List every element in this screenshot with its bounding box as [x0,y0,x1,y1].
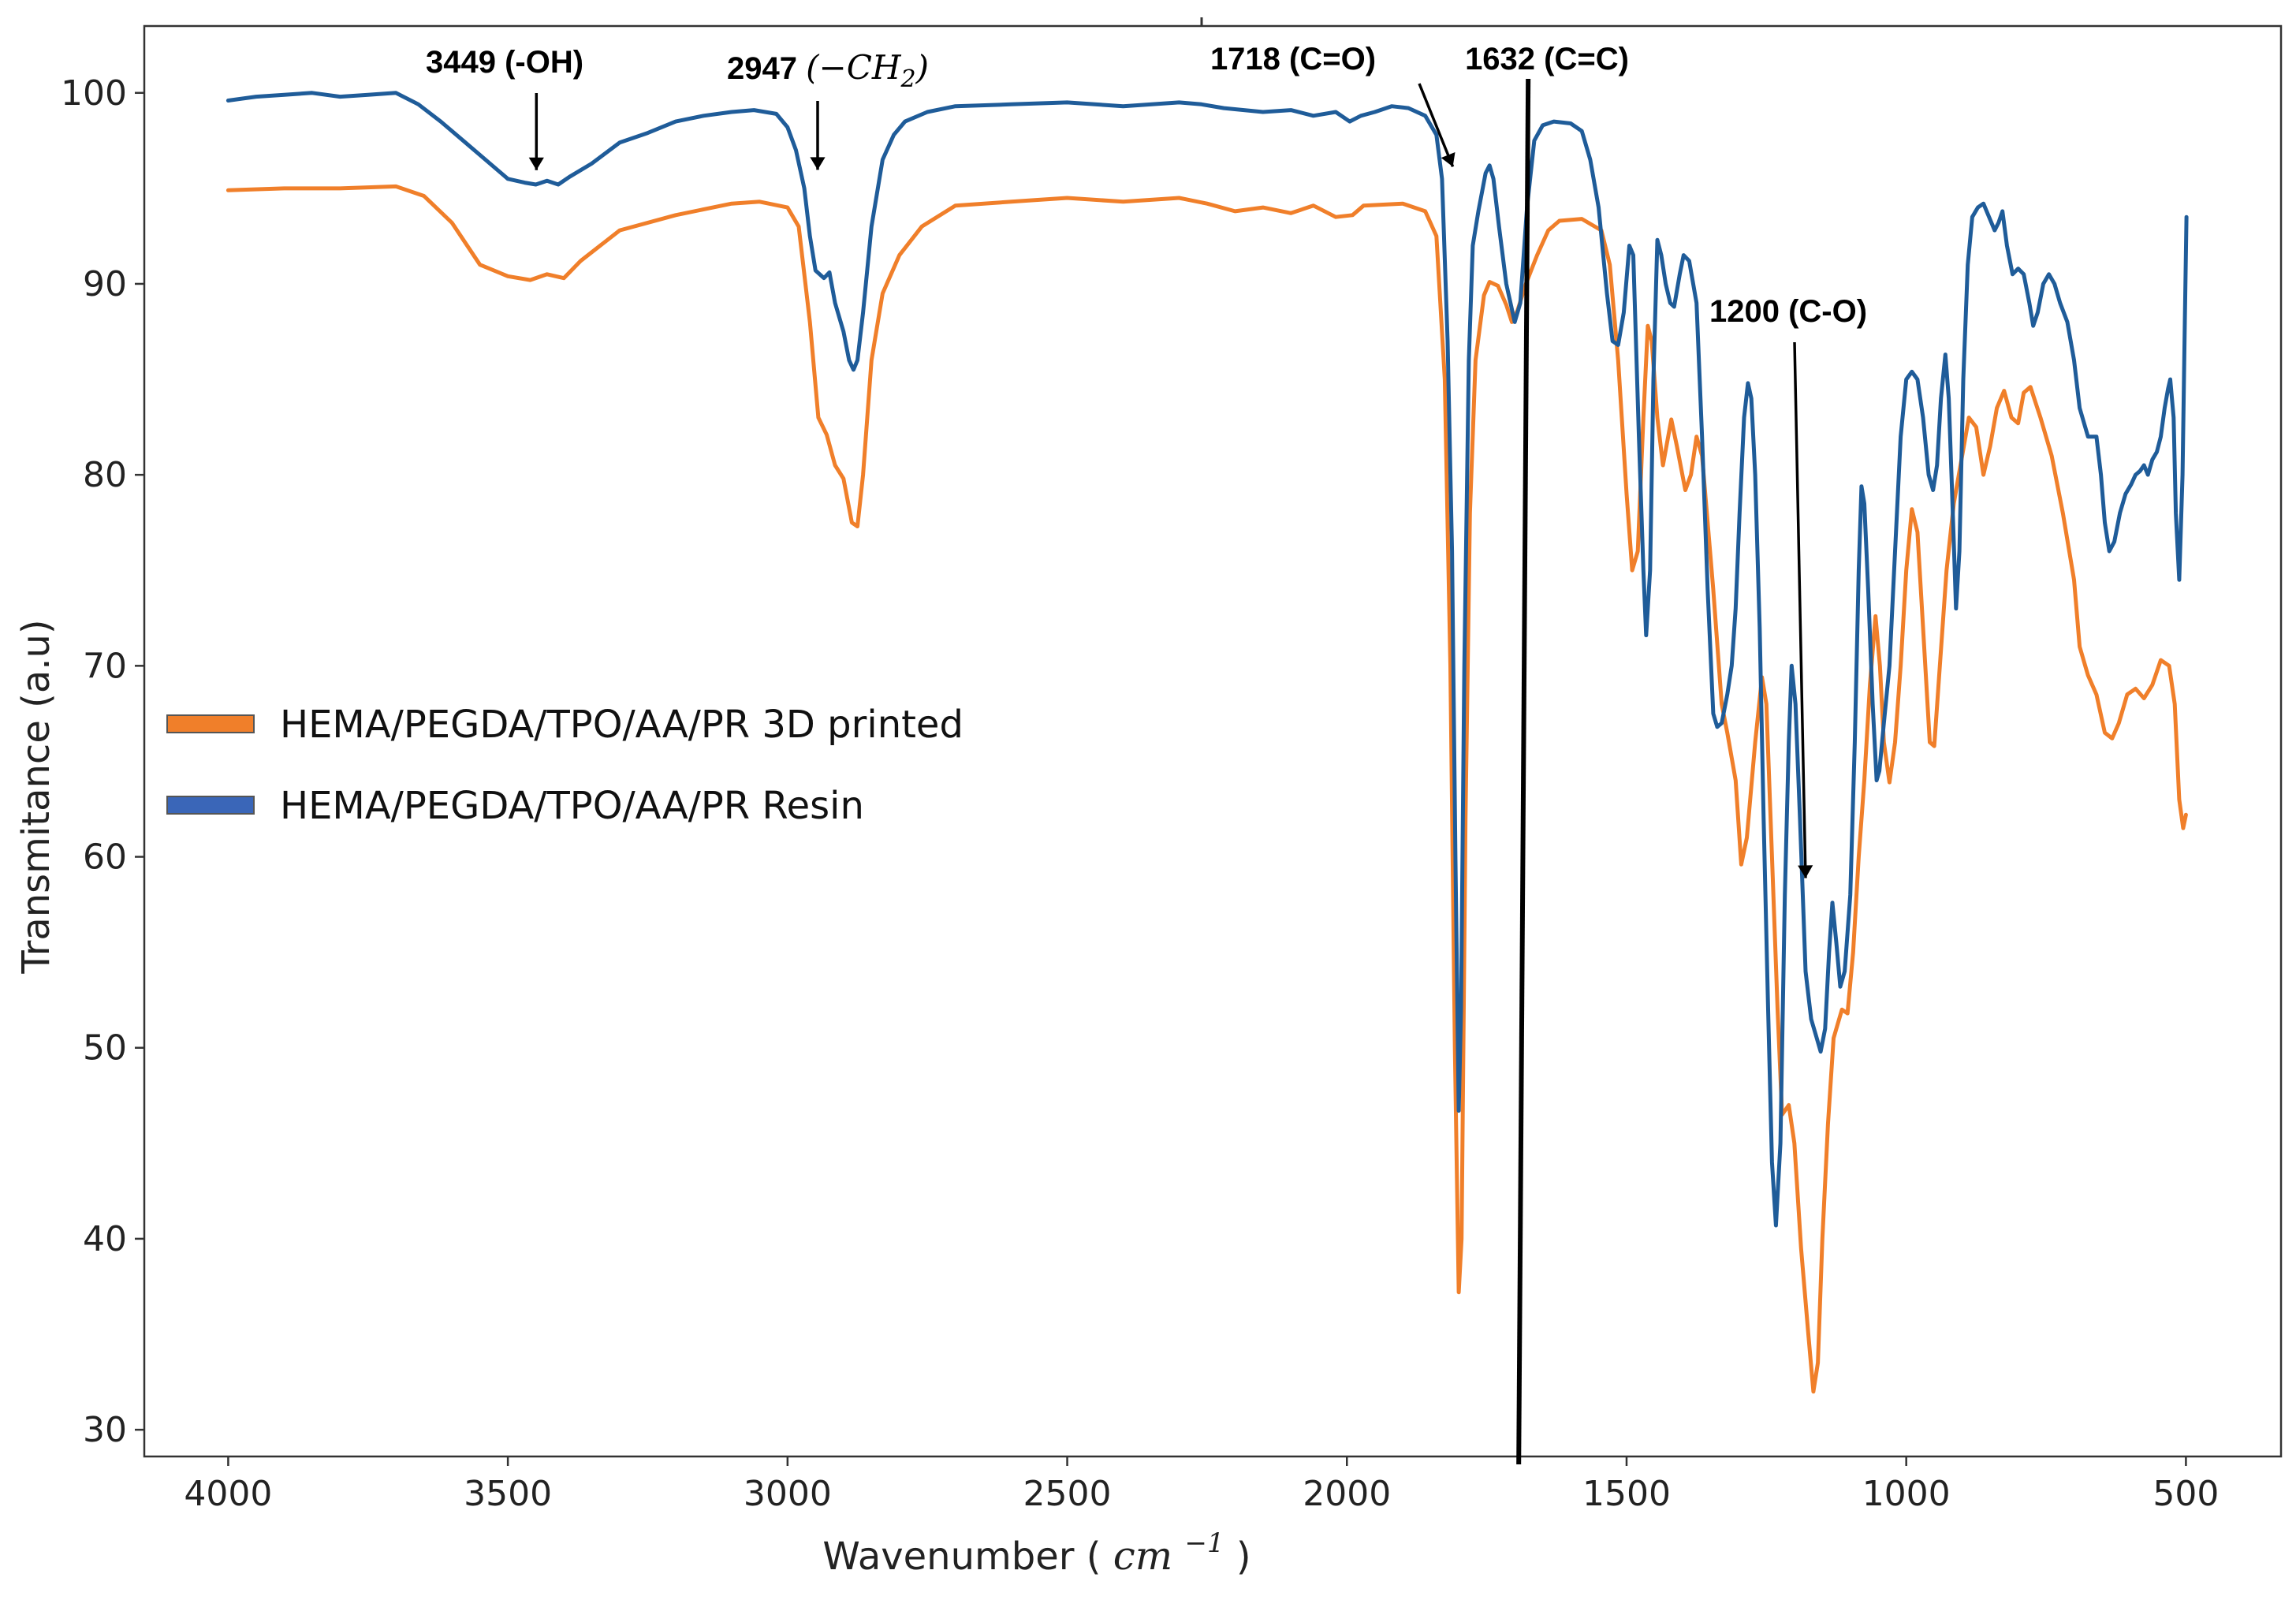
legend-label-printed: HEMA/PEGDA/TPO/AA/PR 3D printed [280,703,964,747]
svg-text:Wavenumber (: Wavenumber ( cm −1 ) [822,1517,1250,1579]
x-axis-title-group: Wavenumber ( cm −1 ) [822,1517,1250,1579]
y-tick-label: 90 [83,264,127,304]
y-tick-label: 100 [61,73,127,114]
y-tick-label: 80 [83,455,127,495]
annotation-ch2: 2947 (−CH2) [727,48,929,93]
y-tick-label: 70 [83,646,127,686]
annotation-ch2-formula: (−CH [806,48,902,87]
x-tick-label: 1000 [1862,1474,1951,1514]
y-axis-ticks: 30 40 50 60 70 80 90 100 [61,73,144,1450]
annotation-co-single-arrow-head [1798,865,1813,878]
x-tick-label: 1500 [1582,1474,1671,1514]
y-tick-label: 50 [83,1028,127,1069]
x-axis-unit-exponent: −1 [1184,1527,1224,1559]
annotation-co-single-arrow [1793,341,1807,878]
annotation-oh-arrow-head [528,157,544,170]
legend-swatch-printed [166,714,255,733]
y-tick-label: 40 [83,1219,127,1259]
annotation-ch2-number: 2947 [727,51,806,86]
annotation-cc: 1632 (C=C) [1465,42,1629,76]
legend: HEMA/PEGDA/TPO/AA/PR 3D printed HEMA/PEG… [166,703,964,828]
y-axis-title: Transmitance (a.u) [14,619,58,974]
legend-swatch-resin [166,796,255,815]
x-tick-label: 4000 [184,1474,272,1514]
x-axis-title: Wavenumber [822,1535,1074,1579]
x-axis-ticks: 4000 3500 3000 2500 2000 1500 1000 500 [184,1456,2219,1514]
annotation-co-double: 1718 (C=O) [1210,42,1376,76]
x-axis-unit-open: ( [1086,1535,1101,1579]
x-tick-label: 500 [2152,1474,2219,1514]
x-tick-label: 2000 [1303,1474,1391,1514]
plot-frame [143,24,2283,1458]
annotation-ch2-subscript: 2 [900,65,915,93]
series-line-3d-printed [226,184,2188,1394]
legend-label-resin: HEMA/PEGDA/TPO/AA/PR Resin [280,784,864,828]
cc-reference-line [1516,78,1531,1465]
y-tick-label: 30 [83,1410,127,1450]
reference-line-layer [1516,78,1531,1465]
x-tick-label: 3000 [744,1474,832,1514]
series-layer [226,91,2189,1394]
annotation-co-single: 1200 (C-O) [1709,294,1867,329]
annotation-oh: 3449 (-OH) [426,45,583,80]
annotation-co-double-arrow [1418,83,1455,168]
x-tick-label: 3500 [464,1474,552,1514]
series-line-resin [226,91,2189,1228]
x-axis-unit-close: ) [1236,1535,1251,1579]
annotation-ch2-close: ) [915,48,929,87]
annotation-layer: 3449 (-OH) 2947 (−CH2) 1718 (C=O) 1632 (C=C… [426,17,1867,878]
annotation-co-double-arrow-head [1441,151,1456,167]
annotation-ch2-arrow-head [810,157,826,170]
x-axis-unit: cm [1113,1533,1172,1579]
x-tick-label: 2500 [1023,1474,1112,1514]
y-tick-label: 60 [83,837,127,878]
